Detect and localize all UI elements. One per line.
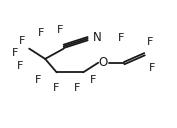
Text: O: O [98,56,108,69]
Text: F: F [35,75,41,85]
Text: F: F [17,61,24,71]
Text: F: F [12,48,18,58]
Text: F: F [146,37,153,47]
Text: N: N [93,31,102,44]
Text: F: F [38,28,44,38]
Text: F: F [118,33,124,43]
Text: F: F [57,25,63,35]
Text: F: F [19,36,25,46]
Text: F: F [90,75,96,85]
Text: F: F [149,63,155,73]
Text: F: F [53,83,59,93]
Text: F: F [74,83,80,93]
